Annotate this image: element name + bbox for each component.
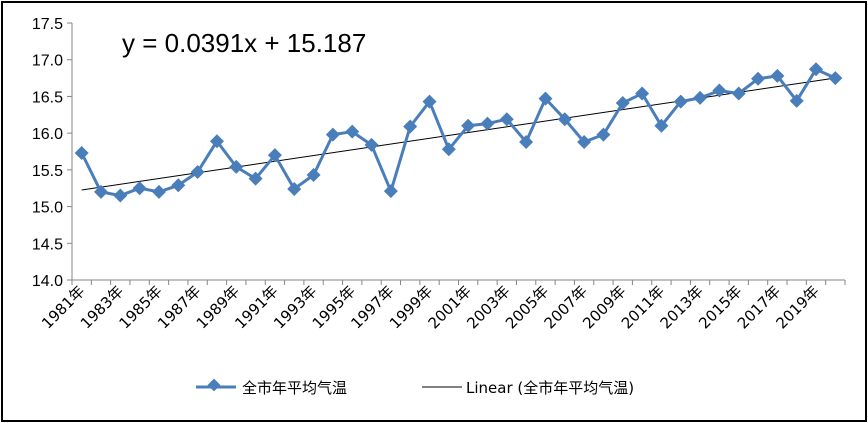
data-point xyxy=(673,94,688,109)
legend-series-marker xyxy=(207,378,221,392)
data-point xyxy=(615,96,630,111)
data-point xyxy=(480,116,495,131)
data-point xyxy=(364,137,379,152)
y-tick-label: 16.5 xyxy=(32,89,63,106)
data-point xyxy=(74,145,89,160)
data-point xyxy=(654,118,669,133)
data-point xyxy=(828,71,843,86)
data-point xyxy=(403,119,418,134)
data-point xyxy=(171,178,186,193)
chart-axes xyxy=(71,23,845,281)
data-point xyxy=(306,167,321,182)
y-tick-label: 14.5 xyxy=(32,236,63,253)
trendline xyxy=(81,77,836,191)
data-point xyxy=(132,181,147,196)
y-tick-label: 17.5 xyxy=(32,16,63,33)
data-point xyxy=(809,62,824,77)
data-point xyxy=(731,86,746,101)
y-tick-label: 17.0 xyxy=(32,53,63,70)
legend: 全市年平均气温 Linear (全市年平均气温) xyxy=(196,378,634,397)
data-point xyxy=(499,112,514,127)
series-line xyxy=(80,67,836,198)
data-point xyxy=(267,148,282,163)
data-point xyxy=(596,127,611,142)
series-group xyxy=(74,62,843,203)
data-point xyxy=(751,71,766,86)
data-point xyxy=(770,68,785,83)
data-point xyxy=(577,134,592,149)
y-axis-ticks: 14.0 14.5 15.0 15.5 16.0 16.5 17.0 17.5 xyxy=(32,16,72,290)
data-point xyxy=(693,90,708,105)
y-tick-label: 16.0 xyxy=(32,126,63,143)
data-point xyxy=(151,184,166,199)
trend-equation: y = 0.0391x + 15.187 xyxy=(122,28,366,58)
data-point xyxy=(441,142,456,157)
data-point xyxy=(519,134,534,149)
data-point xyxy=(325,127,340,142)
data-point xyxy=(229,159,244,174)
data-point xyxy=(113,188,128,203)
data-point xyxy=(635,86,650,101)
legend-trend-label: Linear (全市年平均气温) xyxy=(466,379,634,397)
y-tick-label: 14.0 xyxy=(32,273,63,290)
legend-series-label: 全市年平均气温 xyxy=(242,379,347,397)
data-point xyxy=(345,124,360,139)
y-tick-label: 15.5 xyxy=(32,163,63,180)
data-point xyxy=(557,112,572,127)
data-point xyxy=(248,171,263,186)
x-axis-ticks: 1981年1983年1985年1987年1989年1991年1993年1995年… xyxy=(38,280,846,332)
trendline-group xyxy=(81,77,836,191)
data-point xyxy=(422,94,437,109)
data-point xyxy=(287,181,302,196)
y-tick-label: 15.0 xyxy=(32,200,63,217)
data-point xyxy=(209,134,224,149)
data-point xyxy=(190,165,205,180)
x-tick-label: 2019年 xyxy=(773,282,823,332)
data-point xyxy=(383,184,398,199)
data-point xyxy=(789,93,804,108)
data-point xyxy=(538,91,553,106)
data-point xyxy=(461,118,476,133)
data-point xyxy=(712,83,727,98)
data-point xyxy=(93,184,108,199)
